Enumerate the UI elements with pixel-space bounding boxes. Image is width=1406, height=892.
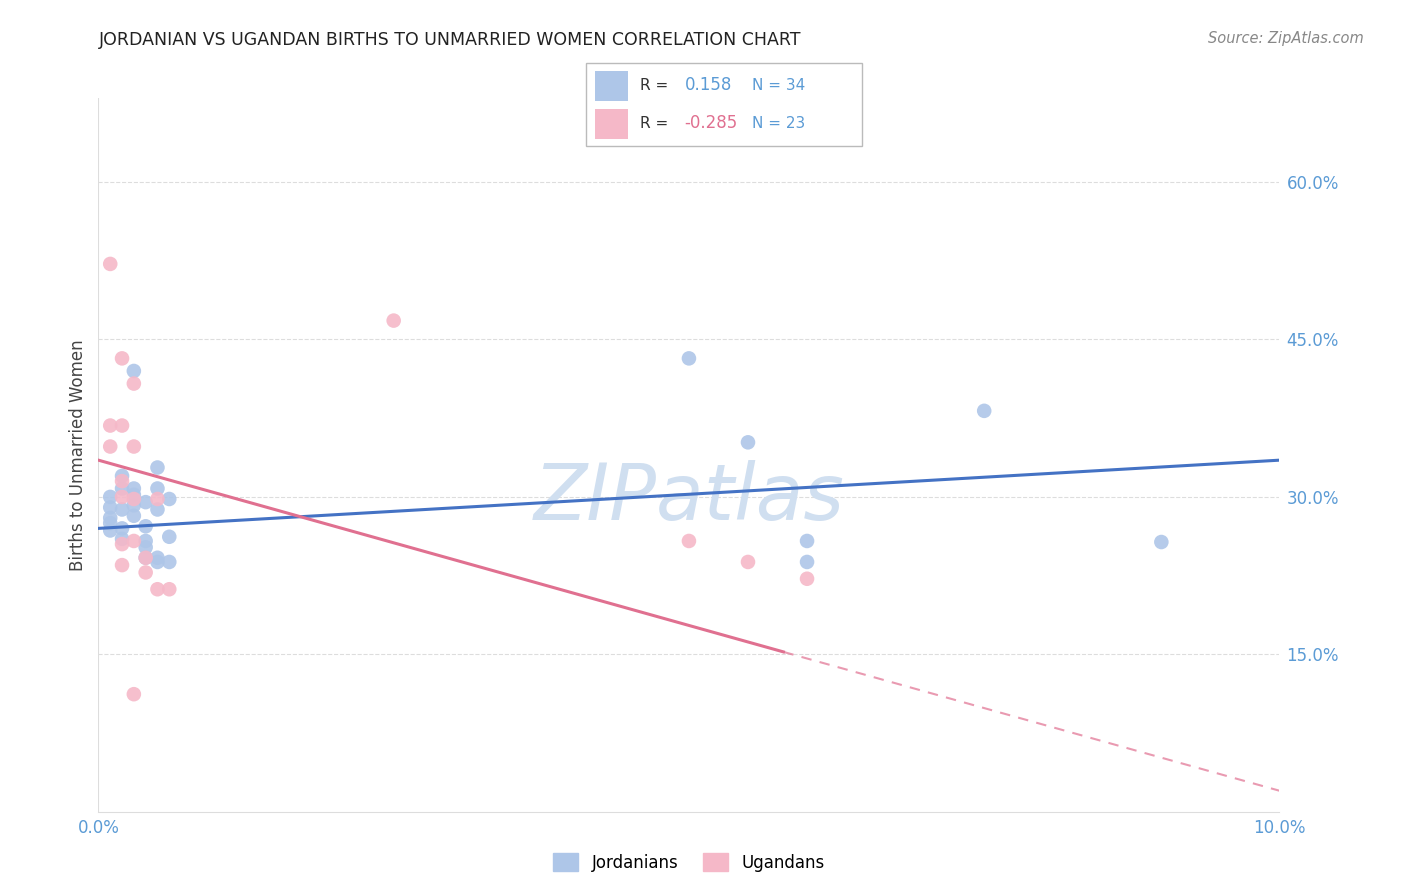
Point [122, 440, 145, 454]
Point [157, 582, 180, 597]
Point [98, 516, 121, 530]
Point [678, 351, 700, 366]
Point [98, 511, 121, 525]
Point [146, 460, 169, 475]
Point [122, 687, 145, 701]
Point [122, 508, 145, 523]
Point [122, 491, 145, 506]
Point [122, 488, 145, 502]
Point [796, 572, 818, 586]
Point [111, 502, 134, 516]
Point [146, 555, 169, 569]
Point [111, 482, 134, 496]
Text: JORDANIAN VS UGANDAN BIRTHS TO UNMARRIED WOMEN CORRELATION CHART: JORDANIAN VS UGANDAN BIRTHS TO UNMARRIED… [98, 31, 801, 49]
Point [111, 521, 134, 535]
Point [146, 491, 169, 506]
Y-axis label: Births to Unmarried Women: Births to Unmarried Women [69, 339, 87, 571]
Point [111, 490, 134, 504]
Point [122, 533, 145, 548]
Point [157, 491, 180, 506]
Point [1150, 535, 1173, 549]
Point [98, 418, 121, 433]
Point [111, 469, 134, 483]
FancyBboxPatch shape [595, 71, 628, 101]
Point [135, 495, 157, 509]
Point [122, 498, 145, 512]
Text: 0.158: 0.158 [685, 77, 733, 95]
Point [111, 558, 134, 573]
Point [737, 435, 759, 450]
Point [111, 474, 134, 488]
Point [135, 550, 157, 565]
Text: Source: ZipAtlas.com: Source: ZipAtlas.com [1208, 31, 1364, 46]
Point [737, 555, 759, 569]
Point [157, 530, 180, 544]
Point [122, 482, 145, 496]
Text: R =: R = [640, 78, 668, 93]
Point [98, 257, 121, 271]
Point [146, 582, 169, 597]
FancyBboxPatch shape [586, 63, 862, 146]
Point [98, 440, 121, 454]
Legend: Jordanians, Ugandans: Jordanians, Ugandans [547, 847, 831, 879]
Point [122, 376, 145, 391]
Point [382, 313, 405, 327]
Point [98, 524, 121, 538]
Point [135, 519, 157, 533]
Point [146, 550, 169, 565]
Point [678, 533, 700, 548]
Point [973, 404, 995, 418]
Point [111, 532, 134, 546]
Text: -0.285: -0.285 [685, 114, 738, 132]
Point [98, 490, 121, 504]
Point [122, 364, 145, 378]
Point [111, 537, 134, 551]
Text: N = 34: N = 34 [752, 78, 806, 93]
Point [146, 502, 169, 516]
FancyBboxPatch shape [595, 109, 628, 139]
Point [157, 555, 180, 569]
Point [135, 533, 157, 548]
Text: R =: R = [640, 116, 668, 131]
Text: N = 23: N = 23 [752, 116, 806, 131]
Point [796, 533, 818, 548]
Point [111, 418, 134, 433]
Text: ZIPatlas: ZIPatlas [533, 459, 845, 536]
Point [146, 482, 169, 496]
Point [135, 541, 157, 555]
Point [98, 500, 121, 515]
Point [796, 555, 818, 569]
Point [135, 550, 157, 565]
Point [111, 351, 134, 366]
Point [135, 566, 157, 580]
